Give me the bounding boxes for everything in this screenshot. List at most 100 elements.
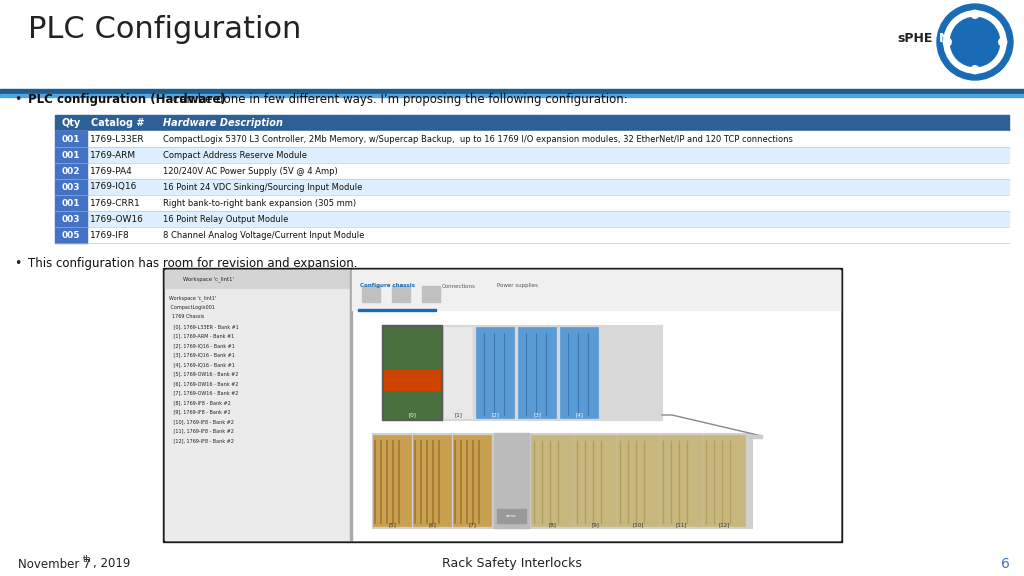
Bar xyxy=(55,227,1009,243)
Bar xyxy=(0,89,1024,94)
Bar xyxy=(55,227,87,243)
Text: [0]: [0] xyxy=(408,412,416,417)
Text: [6], 1769-OW16 - Bank #2: [6], 1769-OW16 - Bank #2 xyxy=(169,381,239,386)
Bar xyxy=(574,435,616,526)
Text: [4]: [4] xyxy=(575,412,583,417)
Bar xyxy=(55,179,1009,195)
Bar xyxy=(55,195,1009,211)
Bar xyxy=(165,270,350,288)
Text: 001: 001 xyxy=(61,199,80,207)
Circle shape xyxy=(998,38,1007,46)
Text: [1], 1769-ARM - Bank #1: [1], 1769-ARM - Bank #1 xyxy=(169,334,234,339)
Bar xyxy=(444,327,472,418)
Text: Qty: Qty xyxy=(61,118,81,128)
Text: Connections: Connections xyxy=(442,283,476,289)
Bar xyxy=(382,325,442,420)
Text: 002: 002 xyxy=(61,166,80,176)
Bar xyxy=(382,325,662,420)
Text: arme: arme xyxy=(506,514,517,518)
Text: [9]: [9] xyxy=(591,522,599,527)
Text: [11]: [11] xyxy=(675,522,687,527)
Circle shape xyxy=(950,17,999,67)
Bar xyxy=(660,435,702,526)
Text: sPHE: sPHE xyxy=(898,32,933,46)
Bar xyxy=(560,327,598,418)
Bar xyxy=(165,270,840,540)
Bar xyxy=(413,435,451,526)
Text: 120/240V AC Power Supply (5V @ 4 Amp): 120/240V AC Power Supply (5V @ 4 Amp) xyxy=(163,166,338,176)
Bar xyxy=(531,435,573,526)
Text: [4], 1769-IQ16 - Bank #1: [4], 1769-IQ16 - Bank #1 xyxy=(169,362,234,367)
Text: 6: 6 xyxy=(1001,557,1010,571)
Bar xyxy=(494,433,529,528)
Text: CompactLogix001: CompactLogix001 xyxy=(169,305,215,310)
Text: [8]: [8] xyxy=(548,522,556,527)
Text: IX: IX xyxy=(949,32,964,46)
Bar xyxy=(617,435,659,526)
Bar xyxy=(518,327,556,418)
Text: 1769-L33ER: 1769-L33ER xyxy=(90,135,144,143)
Text: [1]: [1] xyxy=(454,412,462,417)
Text: 003: 003 xyxy=(61,183,80,191)
Text: [10]: [10] xyxy=(632,522,644,527)
Text: Configure chassis: Configure chassis xyxy=(360,283,415,289)
Text: [7]: [7] xyxy=(468,522,476,527)
Circle shape xyxy=(971,10,979,18)
Bar xyxy=(55,211,87,227)
Bar xyxy=(55,163,1009,179)
Bar xyxy=(358,309,436,311)
Text: Workspace 'c_lint1': Workspace 'c_lint1' xyxy=(183,276,234,282)
Circle shape xyxy=(937,4,1013,80)
Bar xyxy=(165,270,350,540)
Text: 1769-OW16: 1769-OW16 xyxy=(90,214,144,223)
Text: [5], 1769-OW16 - Bank #2: [5], 1769-OW16 - Bank #2 xyxy=(169,372,239,377)
Bar xyxy=(422,286,440,302)
Text: 16 Point Relay Output Module: 16 Point Relay Output Module xyxy=(163,214,289,223)
Bar xyxy=(384,327,440,418)
Circle shape xyxy=(943,38,951,46)
Text: Catalog #: Catalog # xyxy=(91,118,144,128)
Text: [3]: [3] xyxy=(534,412,541,417)
Bar xyxy=(476,327,514,418)
Text: 1769-PA4: 1769-PA4 xyxy=(90,166,133,176)
Text: can be done in few different ways. I’m proposing the following configuration:: can be done in few different ways. I’m p… xyxy=(169,93,628,107)
Text: 8 Channel Analog Voltage/Current Input Module: 8 Channel Analog Voltage/Current Input M… xyxy=(163,230,365,240)
Bar xyxy=(392,286,410,302)
Bar xyxy=(497,509,526,523)
Bar xyxy=(350,270,352,540)
Text: [9], 1769-IF8 - Bank #2: [9], 1769-IF8 - Bank #2 xyxy=(169,410,230,415)
Text: Compact Address Reserve Module: Compact Address Reserve Module xyxy=(163,150,307,160)
Bar xyxy=(372,433,752,528)
Text: 16 Point 24 VDC Sinking/Sourcing Input Module: 16 Point 24 VDC Sinking/Sourcing Input M… xyxy=(163,183,362,191)
Text: [11], 1769-IF8 - Bank #2: [11], 1769-IF8 - Bank #2 xyxy=(169,429,233,434)
Text: , 2019: , 2019 xyxy=(93,558,130,570)
Text: PLC Configuration: PLC Configuration xyxy=(28,15,301,44)
Text: 1769-ARM: 1769-ARM xyxy=(90,150,136,160)
Bar xyxy=(352,270,840,540)
Bar xyxy=(352,270,840,310)
Text: N: N xyxy=(939,32,949,46)
Text: 001: 001 xyxy=(61,135,80,143)
Text: Rack Safety Interlocks: Rack Safety Interlocks xyxy=(442,558,582,570)
Text: 1769-IQ16: 1769-IQ16 xyxy=(90,183,137,191)
Bar xyxy=(0,94,1024,97)
Text: PLC configuration (Hardware): PLC configuration (Hardware) xyxy=(28,93,226,107)
Bar xyxy=(384,370,440,390)
Text: [5]: [5] xyxy=(388,522,396,527)
Bar xyxy=(55,131,87,147)
Circle shape xyxy=(971,66,979,74)
Bar xyxy=(362,286,380,302)
Bar xyxy=(55,147,87,163)
Text: [10], 1769-IF8 - Bank #2: [10], 1769-IF8 - Bank #2 xyxy=(169,419,233,424)
Bar xyxy=(453,435,490,526)
Text: [0], 1769-L33ER - Bank #1: [0], 1769-L33ER - Bank #1 xyxy=(169,324,239,329)
Text: 001: 001 xyxy=(61,150,80,160)
Text: •: • xyxy=(14,93,22,107)
Text: CompactLogix 5370 L3 Controller, 2Mb Memory, w/Supercap Backup,  up to 16 1769 I: CompactLogix 5370 L3 Controller, 2Mb Mem… xyxy=(163,135,793,143)
Bar xyxy=(55,195,87,211)
Text: 003: 003 xyxy=(61,214,80,223)
Text: [2]: [2] xyxy=(492,412,499,417)
Bar xyxy=(55,163,87,179)
Text: [8], 1769-IF8 - Bank #2: [8], 1769-IF8 - Bank #2 xyxy=(169,400,230,405)
Text: 1769-CRR1: 1769-CRR1 xyxy=(90,199,140,207)
